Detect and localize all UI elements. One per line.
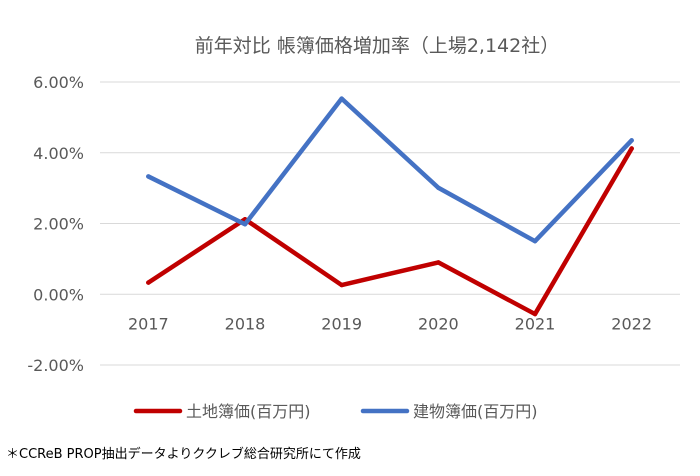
legend-label-1: 建物簿価(百万円)	[413, 402, 538, 421]
y-axis-ticks: -2.00% 0.00% 2.00% 4.00% 6.00%	[27, 73, 84, 375]
data-point-series-0	[436, 260, 441, 265]
chart-title: 前年対比 帳簿価格増加率（上場2,142社）	[195, 35, 559, 57]
data-point-series-1	[629, 138, 634, 143]
data-point-series-1	[436, 185, 441, 190]
x-tick-label: 2021	[515, 314, 556, 333]
y-tick-label: 2.00%	[33, 215, 84, 234]
series-lines	[146, 96, 634, 317]
legend-label-0: 土地簿価(百万円)	[186, 402, 311, 421]
data-point-series-0	[146, 280, 151, 285]
y-tick-label: 4.00%	[33, 144, 84, 163]
x-tick-label: 2019	[321, 314, 362, 333]
x-tick-label: 2022	[611, 314, 652, 333]
series-line-0	[146, 146, 634, 317]
data-point-series-0	[339, 282, 344, 288]
legend: 土地簿価(百万円) 建物簿価(百万円)	[133, 402, 538, 421]
data-point-series-1	[146, 174, 151, 179]
data-point-series-1	[242, 222, 248, 227]
data-point-series-0	[532, 311, 538, 317]
x-tick-label: 2018	[225, 314, 266, 333]
source-footnote: ＊CCReB PROP抽出データよりククレブ総合研究所にて作成	[6, 447, 361, 462]
y-tick-label: 0.00%	[33, 285, 84, 304]
gridlines	[100, 81, 680, 366]
x-axis-ticks: 2017 2018 2019 2020 2021 2022	[128, 314, 652, 333]
x-tick-label: 2017	[128, 314, 169, 333]
x-tick-label: 2020	[418, 314, 459, 333]
y-tick-label: -2.00%	[27, 356, 84, 375]
y-tick-label: 6.00%	[33, 73, 84, 92]
data-point-series-0	[629, 146, 634, 151]
series-line-1	[146, 96, 634, 244]
data-point-series-1	[532, 238, 538, 244]
data-point-series-1	[339, 96, 344, 101]
